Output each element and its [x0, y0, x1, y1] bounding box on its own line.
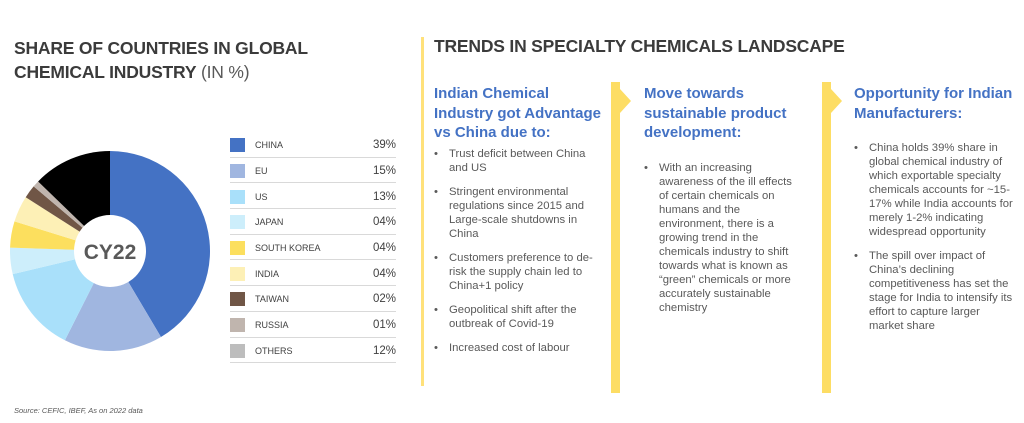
legend-item: CHINA 39%	[230, 134, 396, 158]
legend-label: US	[255, 191, 268, 202]
legend-swatch	[230, 292, 245, 307]
chart-title: SHARE OF COUNTRIES IN GLOBAL CHEMICAL IN…	[14, 36, 308, 84]
legend-value: 39%	[372, 139, 396, 152]
legend-item: JAPAN 04%	[230, 211, 396, 235]
legend-value: 15%	[372, 165, 396, 178]
chart-title-line2-wrap: CHEMICAL INDUSTRY (IN %)	[14, 60, 308, 84]
legend-item: TAIWAN 02%	[230, 288, 396, 312]
legend-item: OTHERS 12%	[230, 340, 396, 364]
pie-slice-china	[110, 151, 211, 338]
legend-label: CHINA	[255, 140, 284, 151]
bullet-item: China holds 39% share in global chemical…	[854, 141, 1014, 239]
legend-value: 01%	[372, 319, 396, 332]
chart-title-line1: SHARE OF COUNTRIES IN GLOBAL	[14, 38, 308, 58]
bullet-item: With an increasing awareness of the ill …	[644, 161, 794, 315]
trend-column-opportunity: Opportunity for Indian Manufacturers: Ch…	[854, 84, 1014, 343]
legend-label: JAPAN	[255, 217, 284, 228]
chart-title-line2: CHEMICAL INDUSTRY	[14, 62, 197, 82]
legend-item: INDIA 04%	[230, 262, 396, 287]
column-divider-arrow	[822, 82, 842, 393]
bullet-item: The spill over impact of China’s declini…	[854, 249, 1014, 333]
legend-item: US 13%	[230, 185, 396, 210]
chart-title-unit: (IN %)	[196, 62, 250, 82]
legend-value: 04%	[372, 242, 396, 255]
legend-swatch	[230, 343, 245, 358]
source-note: Source: CEFIC, IBEF, As on 2022 data	[14, 406, 143, 415]
section-title: TRENDS IN SPECIALTY CHEMICALS LANDSCAPE	[434, 36, 845, 56]
bullet-list: With an increasing awareness of the ill …	[644, 161, 794, 315]
bullet-item: Trust deficit between China and US	[434, 147, 606, 175]
legend-item: RUSSIA 01%	[230, 314, 396, 338]
legend-value: 04%	[372, 216, 396, 229]
bullet-item: Increased cost of labour	[434, 341, 606, 355]
legend-swatch	[230, 215, 245, 230]
legend-label: TAIWAN	[255, 294, 289, 305]
donut-chart: CY22	[10, 151, 211, 351]
column-divider-arrow	[611, 82, 631, 393]
legend-swatch	[230, 318, 245, 333]
legend-label: OTHERS	[255, 345, 293, 356]
column-heading: Move towards sustainable product develop…	[644, 85, 787, 141]
legend-value: 02%	[372, 293, 396, 306]
column-heading: Opportunity for Indian Manufacturers:	[854, 85, 1013, 122]
legend-value: 04%	[372, 267, 396, 280]
pie-slice-eu	[64, 251, 161, 351]
bullet-list: China holds 39% share in global chemical…	[854, 141, 1014, 333]
legend-label: INDIA	[255, 268, 280, 279]
bullet-list: Trust deficit between China and US Strin…	[434, 147, 606, 355]
legend-item: EU 15%	[230, 160, 396, 184]
legend-swatch	[230, 164, 245, 179]
bullet-item: Stringent environmental regulations sinc…	[434, 185, 606, 241]
trend-column-advantage: Indian Chemical Industry got Advantage v…	[434, 84, 606, 365]
column-heading: Indian Chemical Industry got Advantage v…	[434, 85, 601, 141]
legend-value: 12%	[372, 344, 396, 357]
legend-swatch	[230, 189, 245, 204]
legend-value: 13%	[372, 190, 396, 203]
trend-column-sustainable: Move towards sustainable product develop…	[644, 84, 794, 325]
bullet-item: Geopolitical shift after the outbreak of…	[434, 303, 606, 331]
chart-legend: CHINA 39% EU 15% US 13% JAPAN 04% SOUTH KOREA 04%…	[230, 134, 396, 365]
donut-center-label: CY22	[84, 241, 137, 264]
legend-swatch	[230, 266, 245, 281]
legend-label: RUSSIA	[255, 320, 289, 331]
legend-label: EU	[255, 166, 268, 177]
legend-swatch	[230, 138, 245, 153]
legend-swatch	[230, 241, 245, 256]
pie-slices	[10, 151, 211, 351]
bullet-item: Customers preference to de-risk the supp…	[434, 251, 606, 293]
legend-label: SOUTH KOREA	[255, 243, 321, 254]
donut-hole	[74, 215, 146, 287]
section-divider-bar	[421, 37, 424, 386]
legend-item: SOUTH KOREA 04%	[230, 237, 396, 261]
